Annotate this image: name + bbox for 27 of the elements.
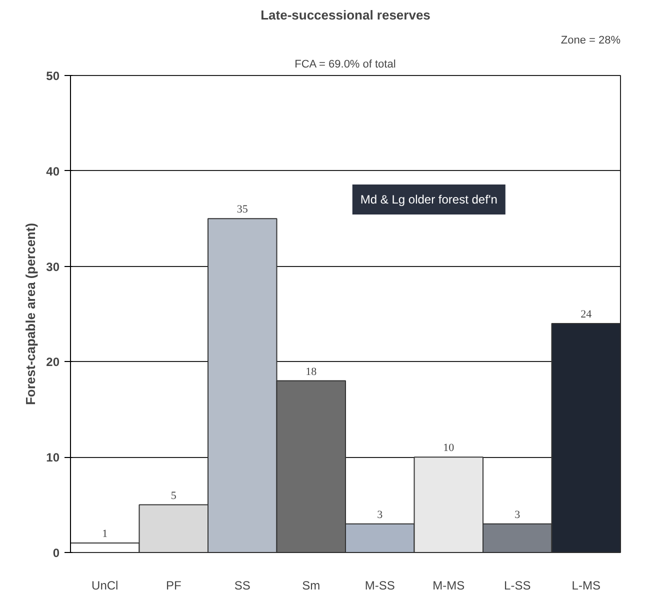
y-tick-label: 30 bbox=[46, 260, 60, 274]
data-label: 3 bbox=[514, 508, 521, 521]
chart-subtitle: FCA = 69.0% of total bbox=[294, 58, 396, 70]
data-label: 3 bbox=[377, 508, 384, 521]
y-axis-title: Forest-capable area (percent) bbox=[23, 222, 38, 406]
x-tick-label: UnCl bbox=[92, 578, 118, 592]
data-label: 35 bbox=[236, 204, 248, 216]
annotation: Md & Lg older forest def'n bbox=[360, 192, 498, 207]
x-tick-label: PF bbox=[166, 578, 182, 592]
x-tick-label: L-MS bbox=[572, 578, 600, 592]
x-tick-label: L-SS bbox=[504, 578, 531, 592]
data-label: 5 bbox=[170, 490, 177, 502]
chart-title: Late-successional reserves bbox=[260, 8, 430, 22]
text: Zone = 28% bbox=[560, 34, 621, 46]
data-label: 10 bbox=[443, 442, 455, 454]
y-tick-label: 20 bbox=[46, 355, 60, 370]
y-tick-label: 40 bbox=[46, 164, 60, 178]
data-label: 18 bbox=[306, 366, 318, 378]
x-tick-label: SS bbox=[234, 578, 250, 592]
x-tick-label: Sm bbox=[302, 578, 320, 592]
x-tick-label: M-MS bbox=[432, 578, 465, 592]
data-label: 1 bbox=[102, 528, 108, 540]
data-label: 24 bbox=[580, 308, 592, 321]
x-tick-label: M-SS bbox=[364, 578, 395, 592]
y-tick-label: 50 bbox=[46, 69, 60, 83]
y-tick-label: 10 bbox=[46, 450, 60, 465]
y-tick-label: 0 bbox=[52, 546, 60, 560]
